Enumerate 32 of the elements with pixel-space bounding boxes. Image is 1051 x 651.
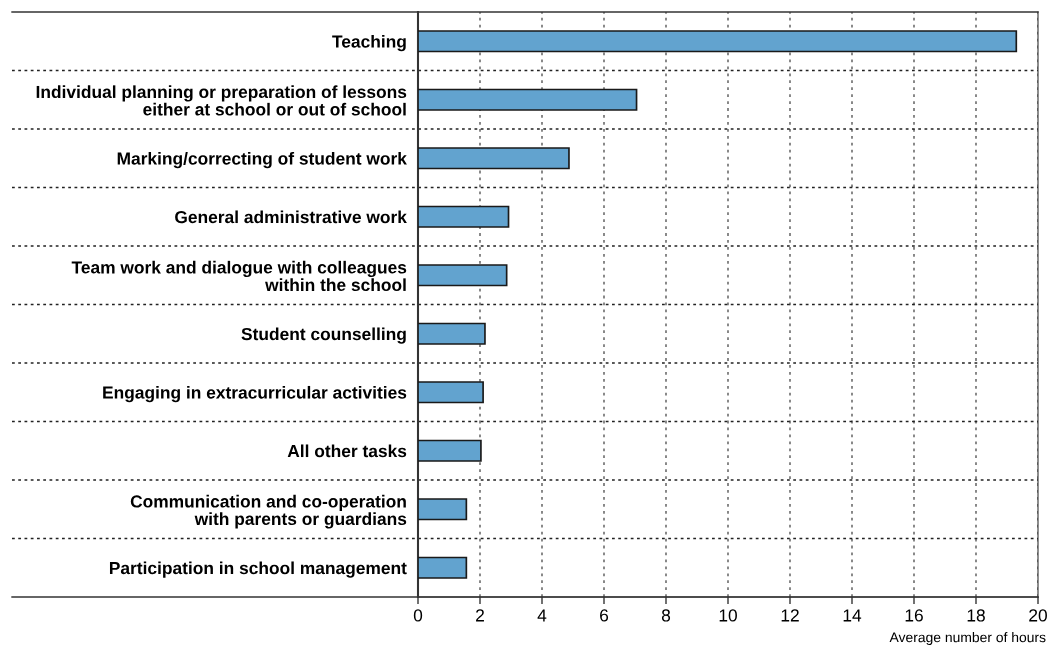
bar	[418, 147, 570, 170]
x-tick-label: 12	[781, 609, 799, 622]
bar	[418, 88, 638, 111]
x-tick-label: 16	[905, 609, 923, 622]
bar	[418, 205, 510, 228]
x-tick-label: 2	[476, 609, 484, 622]
x-tick-label: 14	[843, 609, 862, 622]
bar	[418, 439, 482, 462]
y-tick-label: Participation in school management	[109, 561, 407, 578]
bar	[418, 498, 468, 521]
bar	[418, 322, 486, 345]
x-tick-label: 10	[719, 609, 737, 622]
x-tick-label: 20	[1029, 609, 1047, 622]
bar	[418, 556, 468, 579]
x-tick-label: 18	[967, 609, 985, 622]
x-tick-label: 6	[600, 609, 609, 622]
x-tick-label: 8	[661, 609, 671, 622]
x-tick-label: 4	[537, 609, 547, 622]
bar	[418, 264, 508, 287]
x-tick-label: 0	[413, 609, 423, 622]
x-axis-title: Average number of hours	[889, 632, 1046, 645]
y-tick-label: All other tasks	[287, 444, 407, 458]
y-tick-label: General administrative work	[175, 210, 407, 224]
bar	[418, 381, 484, 404]
y-tick-label: Marking/correcting of student work	[117, 151, 407, 169]
bar	[418, 30, 1018, 53]
y-tick-label: Team work and dialogue with colleagues within the school	[71, 260, 407, 292]
y-tick-label: Engaging in extracurricular activities	[103, 385, 407, 403]
y-tick-label: Student counselling	[241, 327, 406, 344]
y-tick-label: Communication and co-operation with parents or guardians	[130, 494, 407, 529]
y-tick-label: Individual planning or preparation of lessons either at school or out of school	[36, 85, 407, 116]
y-tick-label: Teaching	[332, 34, 406, 52]
